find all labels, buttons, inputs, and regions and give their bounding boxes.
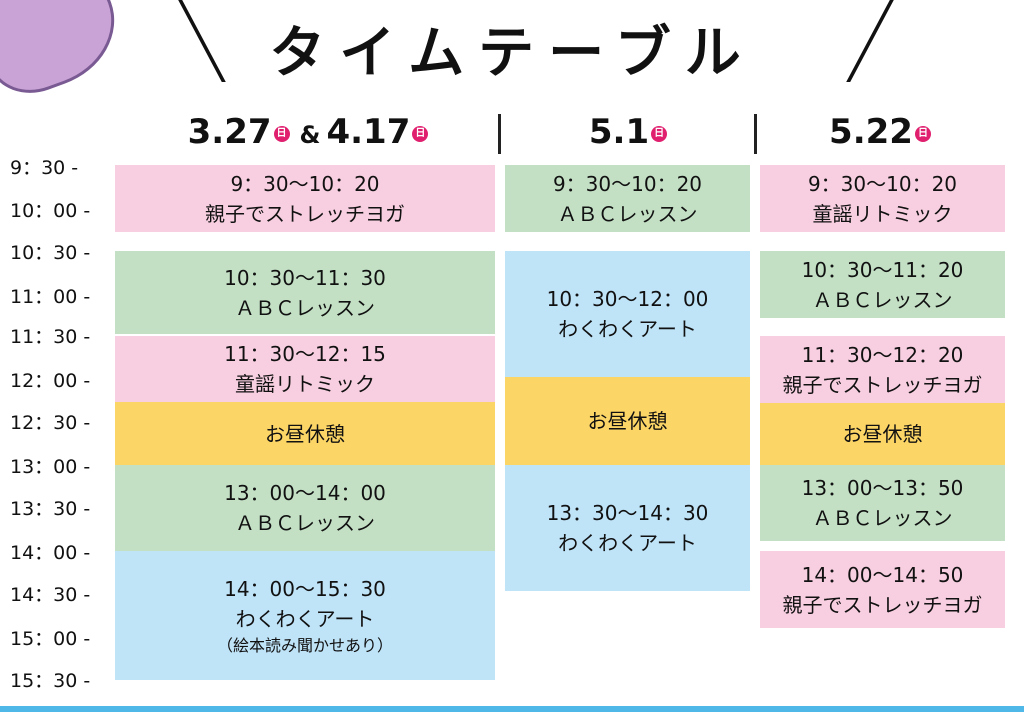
time-label: 13：30 -	[10, 498, 91, 520]
schedule-block: 10：30〜11：30 ＡＢＣレッスン	[115, 251, 495, 334]
schedule-block: 14：00〜14：50 親子でストレッチヨガ	[760, 551, 1005, 628]
sunday-mark-icon: 日	[412, 125, 429, 142]
block-time: 13：00〜13：50	[801, 476, 964, 500]
block-title: 童謡リトミック	[812, 201, 953, 226]
column-header-3: 5.22 日	[760, 112, 1004, 152]
block-title: わくわくアート	[235, 606, 375, 631]
date-label: 5.22	[829, 112, 913, 152]
time-label: 11：00 -	[10, 286, 91, 308]
sunday-mark-icon: 日	[273, 125, 290, 142]
schedule-block: 11：30〜12：15 童謡リトミック	[115, 336, 495, 402]
time-label: 12：30 -	[10, 412, 91, 434]
column-header-2: 5.1 日	[510, 112, 750, 152]
schedule-block: 11：30〜12：20 親子でストレッチヨガ	[760, 336, 1005, 403]
time-label: 14：00 -	[10, 542, 91, 564]
block-title: お昼休憩	[842, 422, 923, 446]
block-title: ＡＢＣレッスン	[812, 287, 953, 312]
block-title: お昼休憩	[265, 421, 345, 446]
time-label: 10：30 -	[10, 242, 91, 264]
schedule-block: 13：30〜14：30 わくわくアート	[505, 465, 750, 591]
column-header-1: 3.27 日 & 4.17 日	[160, 112, 460, 152]
schedule-block: 9：30〜10：20 童謡リトミック	[760, 165, 1005, 232]
block-time: 9：30〜10：20	[552, 171, 703, 196]
schedule-block: 13：00〜14：00 ＡＢＣレッスン	[115, 465, 495, 551]
column-divider	[754, 114, 757, 154]
block-time: 13：30〜14：30	[546, 501, 709, 525]
time-label: 15：30 -	[10, 670, 91, 692]
schedule-block: お昼休憩	[760, 403, 1005, 465]
sunday-mark-icon: 日	[651, 125, 668, 142]
time-label: 14：30 -	[10, 584, 91, 606]
date-label: 5.1	[588, 112, 650, 152]
column-divider	[498, 114, 501, 154]
block-title: お昼休憩	[587, 409, 668, 433]
time-label: 9：30 -	[10, 157, 79, 179]
schedule-block: 10：30〜12：00 わくわくアート	[505, 251, 750, 377]
block-time: 11：30〜12：20	[801, 342, 964, 367]
time-label: 13：00 -	[10, 456, 91, 478]
time-label: 11：30 -	[10, 326, 91, 348]
block-time: 11：30〜12：15	[224, 342, 386, 366]
block-title: 童謡リトミック	[235, 372, 375, 396]
schedule-block: お昼休憩	[115, 402, 495, 465]
schedule-block: 14：00〜15：30 わくわくアート （絵本読み聞かせあり）	[115, 551, 495, 680]
page-title: タイムテーブル	[269, 21, 755, 86]
block-title: 親子でストレッチヨガ	[782, 592, 983, 617]
block-title: ＡＢＣレッスン	[557, 201, 698, 226]
schedule-block: 9：30〜10：20 親子でストレッチヨガ	[115, 165, 495, 232]
block-note: （絵本読み聞かせあり）	[216, 635, 393, 655]
block-time: 10：30〜11：20	[801, 257, 964, 282]
date-label: 4.17	[326, 112, 411, 152]
block-title: わくわくアート	[558, 317, 697, 341]
time-label: 12：00 -	[10, 370, 91, 392]
block-title: ＡＢＣレッスン	[235, 511, 375, 535]
block-title: ＡＢＣレッスン	[812, 506, 953, 530]
block-title: 親子でストレッチヨガ	[205, 201, 405, 226]
bottom-border	[0, 706, 1024, 712]
block-time: 14：00〜15：30	[224, 576, 386, 601]
sunday-mark-icon: 日	[914, 125, 931, 142]
time-label: 10：00 -	[10, 200, 91, 222]
block-time: 10：30〜12：00	[546, 287, 709, 311]
block-time: 10：30〜11：30	[224, 265, 386, 290]
time-label: 15：00 -	[10, 628, 91, 650]
schedule-block: 10：30〜11：20 ＡＢＣレッスン	[760, 251, 1005, 318]
block-title: ＡＢＣレッスン	[235, 295, 375, 320]
block-time: 9：30〜10：20	[807, 171, 958, 196]
block-title: わくわくアート	[558, 531, 697, 555]
block-title: 親子でストレッチヨガ	[782, 372, 983, 397]
block-time: 9：30〜10：20	[230, 171, 380, 196]
block-time: 13：00〜14：00	[224, 481, 386, 505]
date-label: 3.27	[187, 112, 272, 152]
schedule-block: 9：30〜10：20 ＡＢＣレッスン	[505, 165, 750, 232]
ampersand: &	[299, 121, 321, 149]
block-time: 14：00〜14：50	[801, 562, 964, 587]
schedule-block: 13：00〜13：50 ＡＢＣレッスン	[760, 465, 1005, 541]
schedule-block: お昼休憩	[505, 377, 750, 465]
